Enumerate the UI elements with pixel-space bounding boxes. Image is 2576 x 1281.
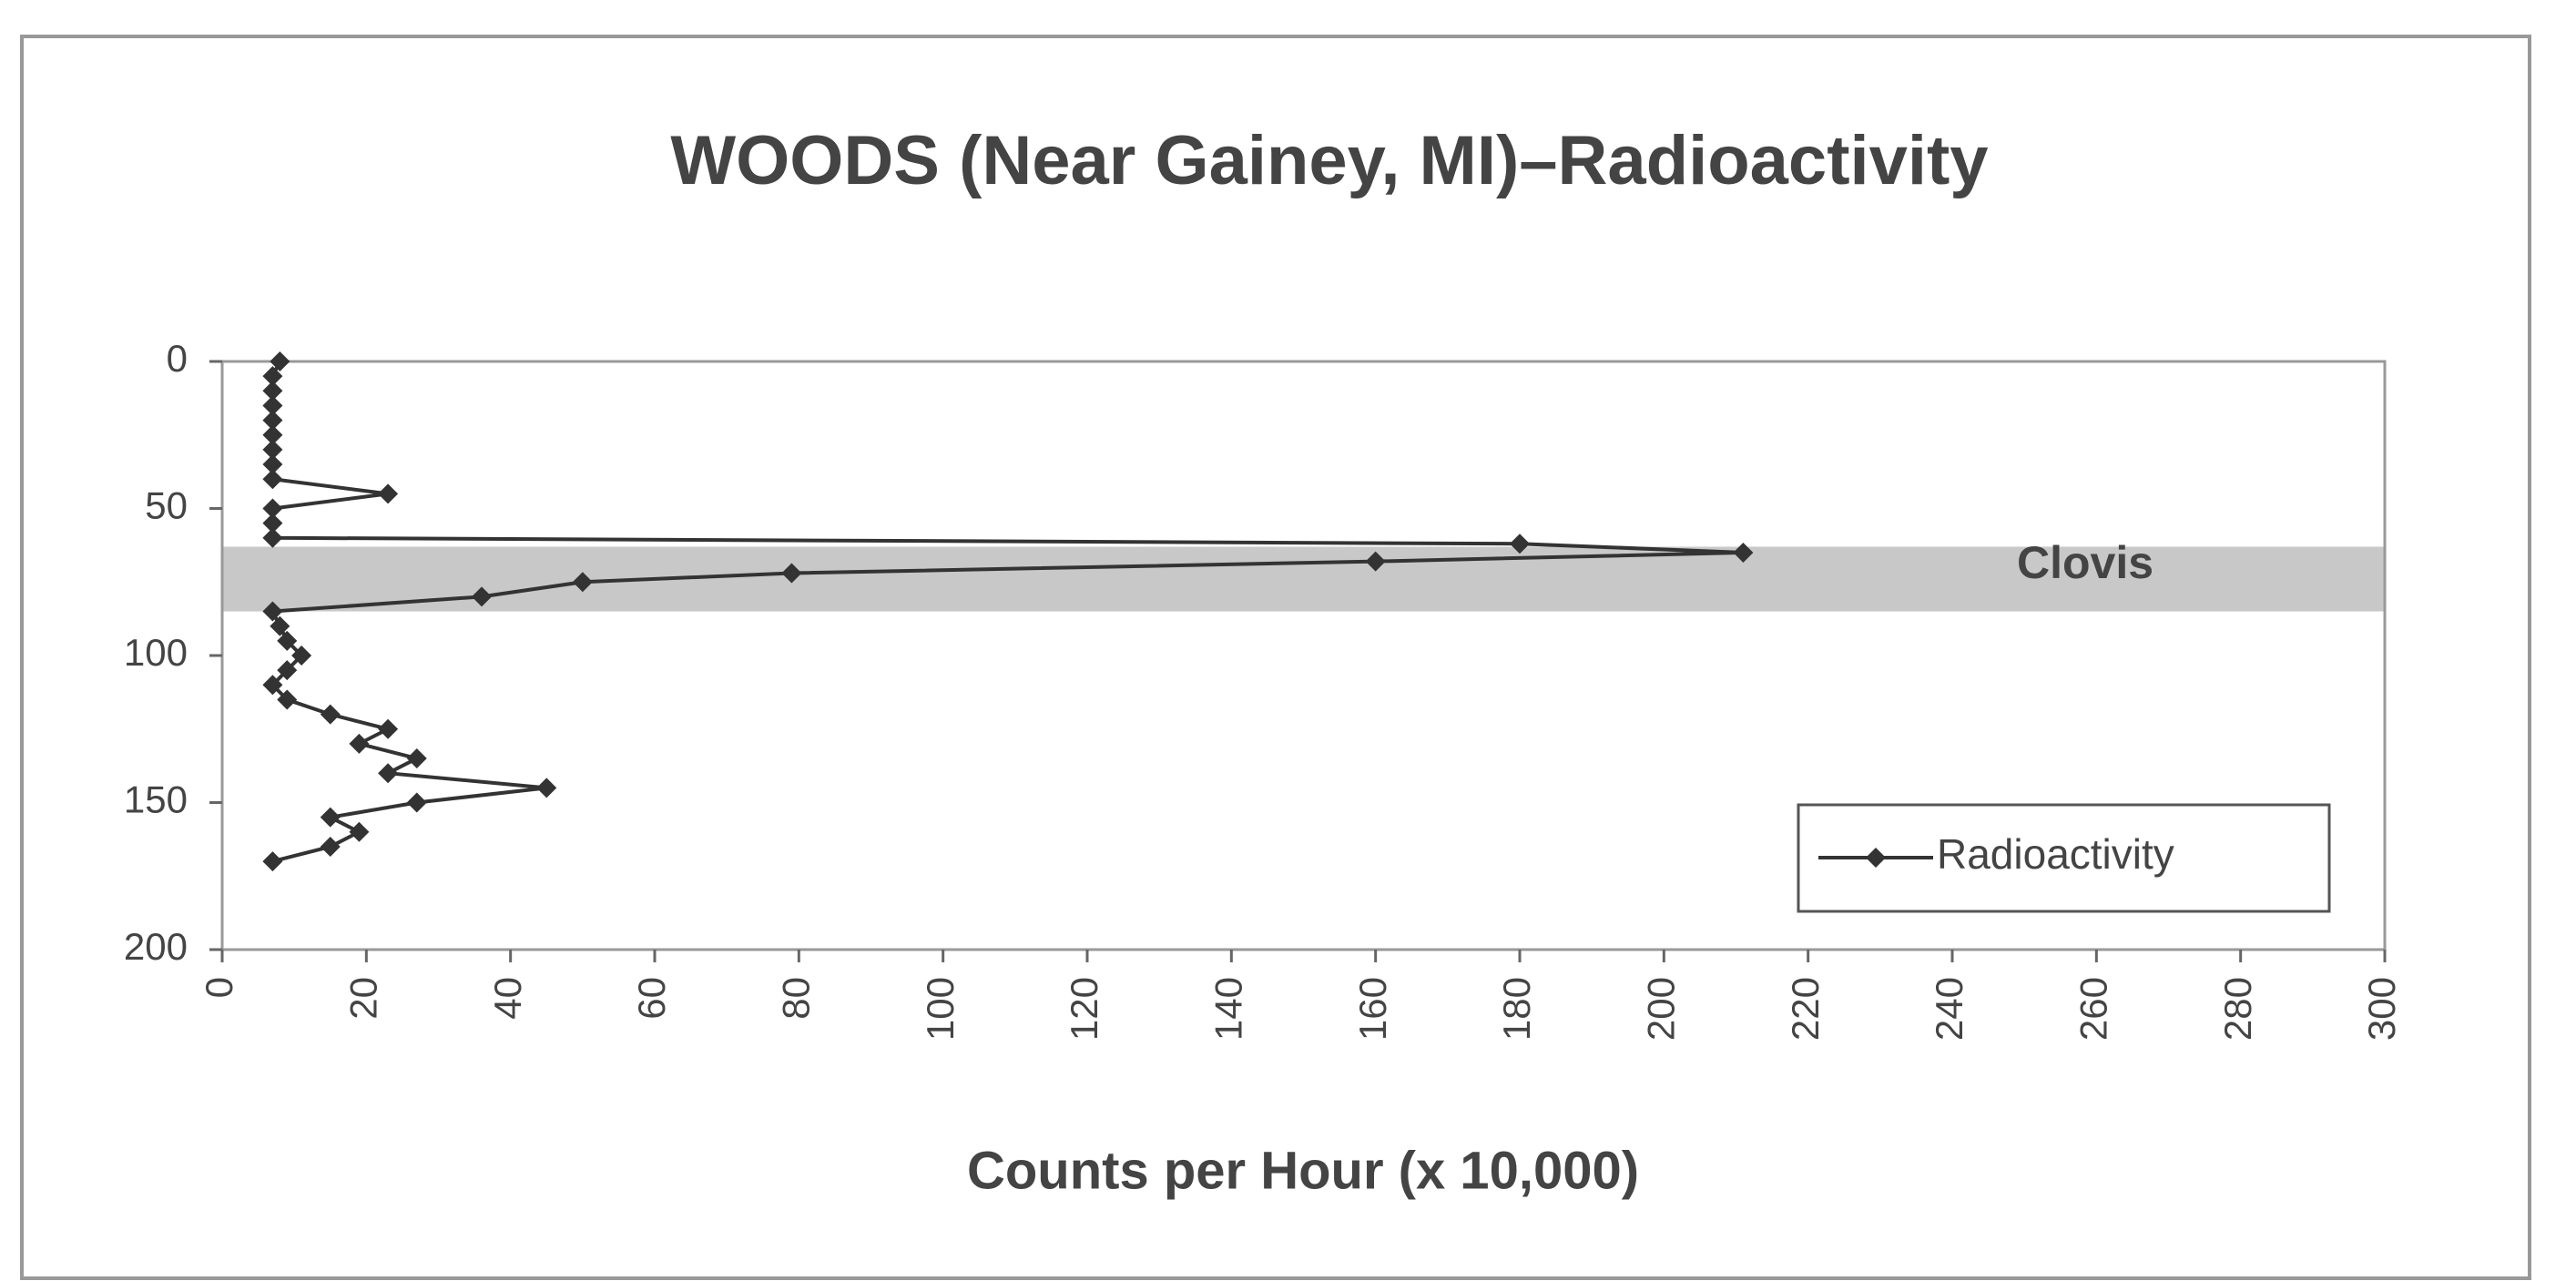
marker [320, 836, 341, 857]
marker [378, 763, 399, 784]
band-label: Clovis [2017, 537, 2153, 588]
x-tick-label: 0 [198, 977, 240, 998]
marker [291, 646, 312, 666]
marker [262, 395, 283, 416]
x-tick-label: 260 [2072, 977, 2114, 1041]
marker [781, 563, 802, 584]
x-tick-label: 200 [1639, 977, 1682, 1041]
x-tick-label: 140 [1207, 977, 1249, 1041]
x-tick-label: 280 [2216, 977, 2259, 1041]
marker [262, 454, 283, 475]
y-tick-label: 200 [124, 925, 188, 968]
marker [270, 615, 290, 636]
legend-label: Radioactivity [1937, 830, 2174, 878]
marker [378, 483, 399, 504]
x-tick-label: 100 [919, 977, 962, 1041]
marker [378, 718, 399, 739]
chart-title: WOODS (Near Gainey, MI)–Radioactivity [670, 122, 1988, 199]
legend-box [1797, 803, 2331, 913]
marker [277, 660, 298, 681]
x-tick-label: 40 [486, 977, 529, 1020]
x-tick-label: 60 [630, 977, 673, 1020]
marker [262, 410, 283, 431]
marker [262, 513, 283, 534]
marker [262, 527, 283, 548]
marker [536, 778, 557, 798]
x-tick-label: 20 [341, 977, 384, 1020]
marker [572, 572, 593, 593]
marker [262, 675, 283, 696]
y-tick-label: 100 [124, 631, 188, 674]
marker [406, 748, 427, 769]
marker [320, 807, 341, 828]
marker [349, 733, 370, 754]
x-tick-label: 120 [1063, 977, 1105, 1041]
x-tick-label: 300 [2360, 977, 2403, 1041]
chart-frame [20, 35, 2531, 1280]
marker [406, 792, 427, 813]
x-tick-label: 240 [1928, 977, 1970, 1041]
x-tick-label: 160 [1351, 977, 1394, 1041]
marker [262, 498, 283, 519]
legend-marker [1866, 848, 1886, 868]
marker [262, 851, 283, 872]
x-tick-label: 180 [1495, 977, 1538, 1041]
marker [270, 351, 290, 371]
marker [262, 366, 283, 387]
marker [1365, 551, 1386, 572]
marker [262, 469, 283, 490]
y-tick-label: 0 [167, 337, 188, 380]
x-axis-label: Counts per Hour (x 10,000) [967, 1141, 1639, 1200]
marker [262, 424, 283, 445]
marker [1510, 534, 1530, 554]
marker [472, 586, 492, 607]
marker [349, 821, 370, 842]
marker [320, 704, 341, 725]
marker [262, 439, 283, 460]
marker [262, 381, 283, 402]
marker [262, 601, 283, 622]
x-tick-label: 220 [1784, 977, 1827, 1041]
marker [277, 630, 298, 651]
x-tick-label: 80 [774, 977, 817, 1020]
marker [277, 689, 298, 710]
y-tick-label: 150 [124, 778, 188, 821]
y-tick-label: 50 [145, 484, 188, 527]
marker [1733, 542, 1754, 563]
